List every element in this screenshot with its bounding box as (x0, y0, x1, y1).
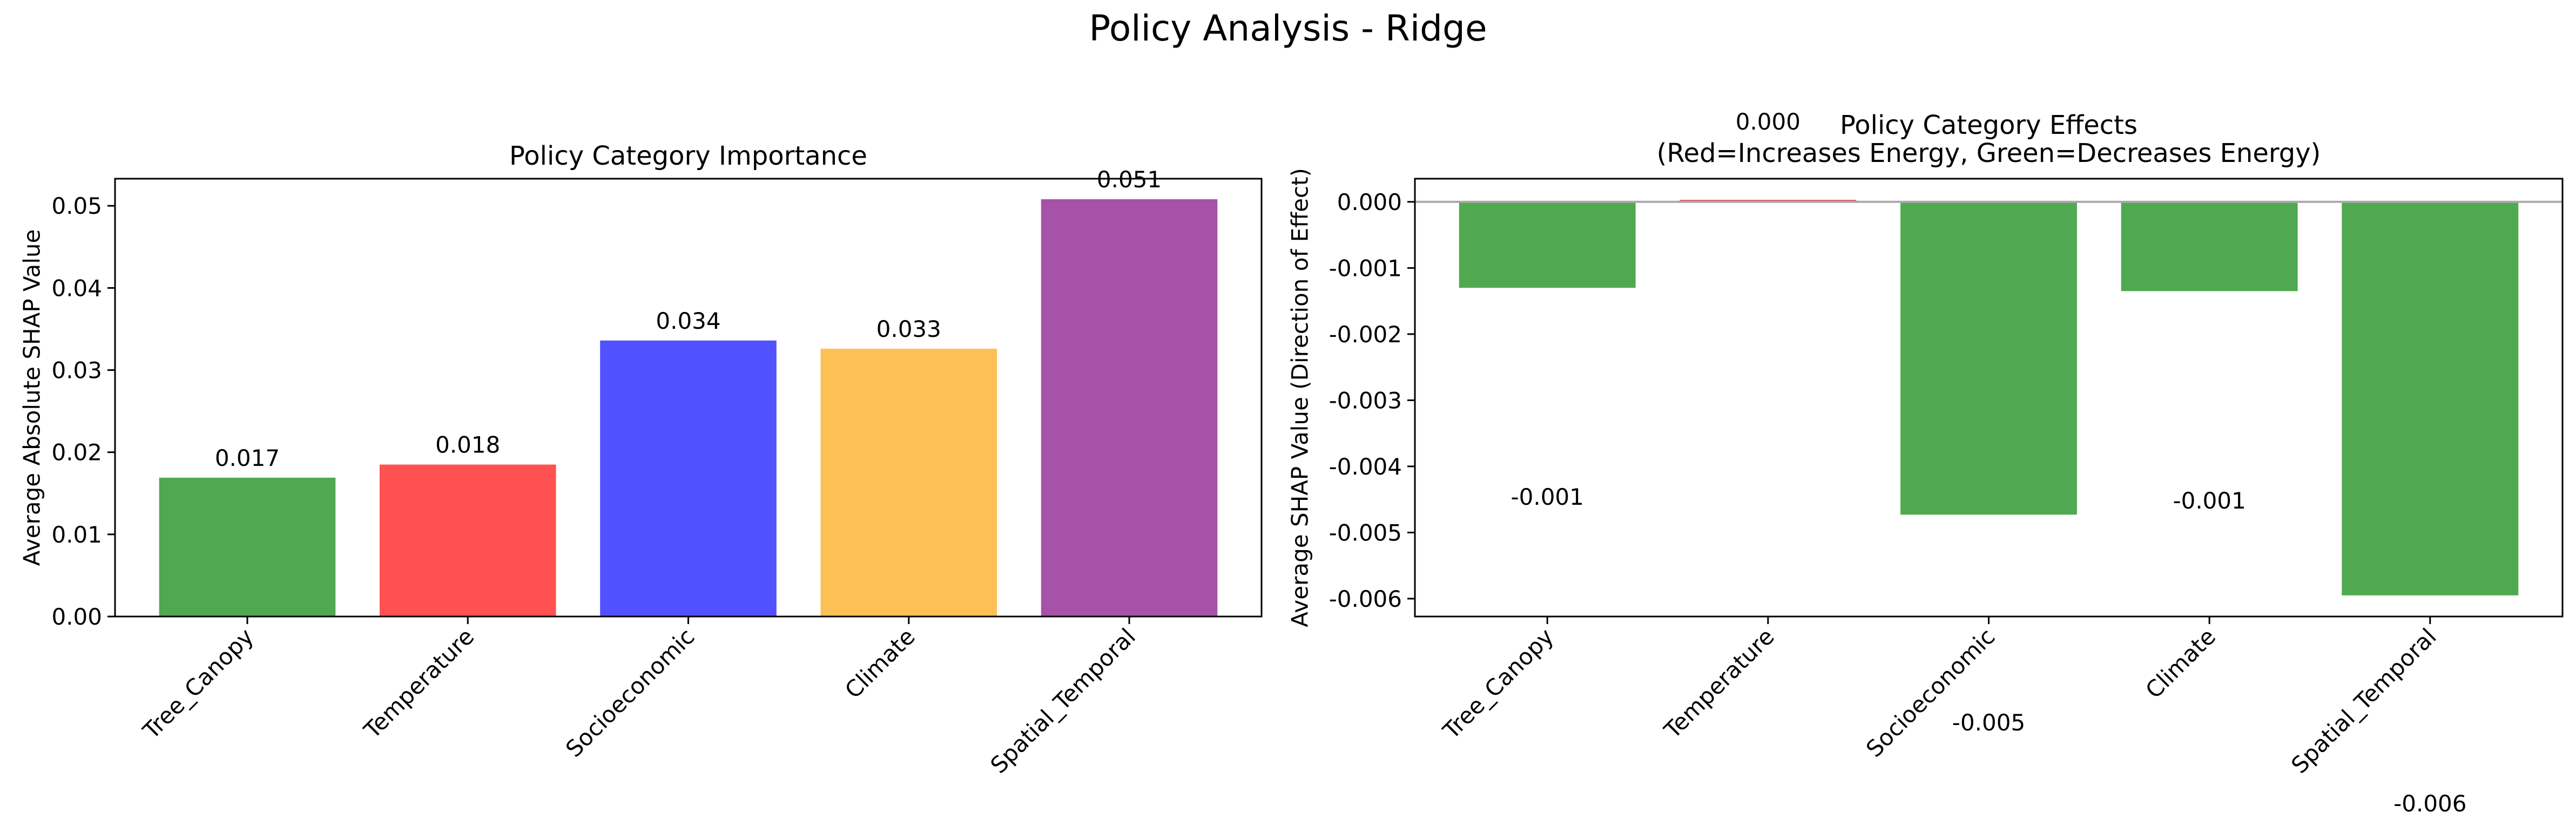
bar-tree-canopy (159, 477, 336, 617)
bar-climate (820, 348, 997, 617)
y-tick-label: 0.04 (51, 275, 102, 301)
data-label: 0.018 (435, 432, 500, 458)
data-label: -0.001 (2173, 487, 2245, 514)
effects-y-axis-ticks: 0.000 -0.001 -0.002 -0.003 -0.004 -0.005 -0.00… (1329, 189, 1415, 612)
importance-axes-frame (114, 178, 1263, 618)
effects-title: Policy Category Effects (Red=Increases En… (1657, 110, 2321, 168)
importance-bars (159, 199, 1218, 617)
data-label: 0.033 (876, 316, 941, 342)
y-tick-label: 0.03 (51, 357, 102, 384)
effects-axes-frame (1414, 178, 2564, 618)
importance-y-axis-label: Average Absolute SHAP Value (19, 229, 45, 566)
data-label: 0.017 (215, 445, 280, 471)
y-tick-label: 0.02 (51, 439, 102, 466)
importance-title: Policy Category Importance (509, 141, 867, 171)
bar-climate (2121, 201, 2298, 292)
data-label: 0.034 (656, 308, 720, 334)
y-tick-label: 0.00 (51, 604, 102, 630)
bar-socioeconomic (600, 340, 777, 617)
data-label: 0.051 (1097, 166, 1162, 193)
bar-spatial-temporal (1041, 199, 1218, 617)
y-tick-label: 0.05 (51, 193, 102, 219)
bar-spatial-temporal (2342, 201, 2519, 595)
data-label: -0.005 (1952, 709, 2025, 736)
y-tick-label: 0.000 (1337, 189, 1402, 215)
y-tick-label: 0.01 (51, 522, 102, 548)
bar-socioeconomic (1900, 201, 2077, 515)
data-label: -0.001 (1510, 484, 1583, 510)
figure-title: Policy Analysis - Ridge (1089, 8, 1487, 49)
title-line: (Red=Increases Energy, Green=Decreases E… (1657, 138, 2321, 168)
y-tick-label: -0.005 (1329, 519, 1402, 546)
title-line: Policy Category Effects (1840, 110, 2137, 140)
importance-y-axis-ticks: 0.00 0.01 0.02 0.03 0.04 0.05 (51, 193, 115, 630)
bar-temperature (379, 464, 556, 617)
importance-data-labels: 0.017 0.018 0.034 0.033 0.051 (215, 166, 1162, 471)
y-tick-label: -0.004 (1329, 453, 1402, 480)
data-label: 0.000 (1736, 109, 1800, 135)
y-tick-label: -0.003 (1329, 387, 1402, 414)
bar-tree-canopy (1459, 201, 1636, 288)
effects-data-labels: -0.001 0.000 -0.005 -0.001 -0.006 (1510, 109, 2466, 817)
y-tick-label: -0.006 (1329, 586, 1402, 612)
title-line: Policy Category Importance (509, 141, 867, 171)
y-tick-label: -0.001 (1329, 255, 1402, 281)
effects-bars (1459, 200, 2519, 595)
effects-y-axis-label: Average SHAP Value (Direction of Effect) (1287, 168, 1313, 627)
y-tick-label: -0.002 (1329, 321, 1402, 348)
data-label: -0.006 (2393, 790, 2466, 817)
